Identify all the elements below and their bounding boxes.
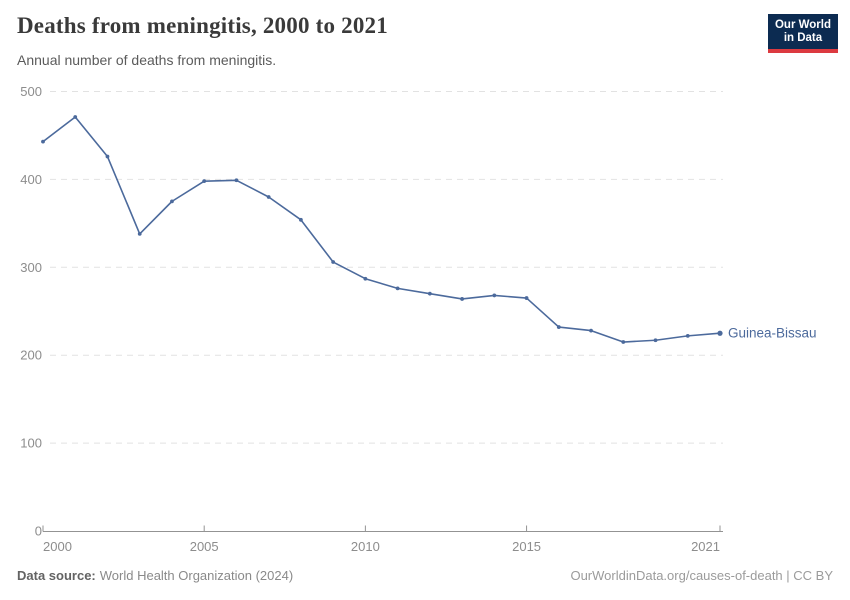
series-label: Guinea-Bissau: [728, 326, 817, 341]
data-point-2016: [556, 325, 561, 329]
data-source-label: Data source:: [17, 568, 96, 583]
data-point-2015: [524, 296, 529, 300]
data-source-value: World Health Organization (2024): [99, 568, 294, 583]
data-source-note: Data source: World Health Organization (2…: [17, 568, 293, 583]
data-point-2002: [105, 154, 110, 159]
owid-logo[interactable]: Our World in Data: [767, 14, 838, 53]
data-point-2006: [234, 178, 239, 183]
y-axis-tick-label: 0: [35, 524, 42, 539]
data-point-2009: [331, 260, 336, 264]
x-axis-tick-label: 2005: [190, 539, 219, 554]
data-point-2011: [395, 286, 400, 291]
data-point-2013: [460, 297, 464, 301]
owid-logo-line1: Our World: [774, 19, 831, 31]
data-point-2000: [41, 139, 45, 144]
page-title: Deaths from meningitis, 2000 to 2021: [17, 13, 388, 38]
owid-logo-line2: in Data: [783, 32, 823, 44]
data-point-2017: [589, 328, 593, 333]
chart-subtitle: Annual number of deaths from meningitis.: [17, 52, 277, 68]
data-point-2008: [299, 217, 303, 222]
license-credit: OurWorldinData.org/causes-of-death | CC …: [570, 568, 833, 583]
chart-line-guinea-bissau: [42, 116, 721, 343]
x-axis-tick-label: 2021: [691, 539, 720, 554]
data-point-2014: [492, 293, 497, 298]
data-point-2019: [653, 338, 658, 343]
chart-footer: Data source: World Health Organization (2…: [17, 568, 833, 583]
data-point-2012: [427, 291, 432, 296]
x-axis-tick-label: 2000: [43, 539, 72, 554]
data-point-2003: [137, 231, 142, 236]
data-point-2005: [202, 179, 207, 184]
y-axis-tick-label: 100: [20, 436, 42, 451]
data-point-2018: [621, 340, 626, 344]
y-axis-tick-label: 500: [20, 84, 42, 99]
data-point-2010: [363, 276, 368, 281]
data-point-2001: [73, 115, 78, 119]
y-axis-tick-label: 300: [20, 260, 42, 275]
y-axis-tick-label: 400: [20, 172, 42, 187]
x-axis-tick-label: 2010: [351, 539, 380, 554]
data-point-2020: [685, 333, 690, 338]
data-point-2004: [170, 199, 174, 204]
x-axis-tick-label: 2015: [512, 539, 541, 554]
data-point-2007: [266, 195, 271, 199]
y-axis-tick-label: 200: [20, 348, 42, 363]
data-point-2021: [717, 330, 723, 336]
